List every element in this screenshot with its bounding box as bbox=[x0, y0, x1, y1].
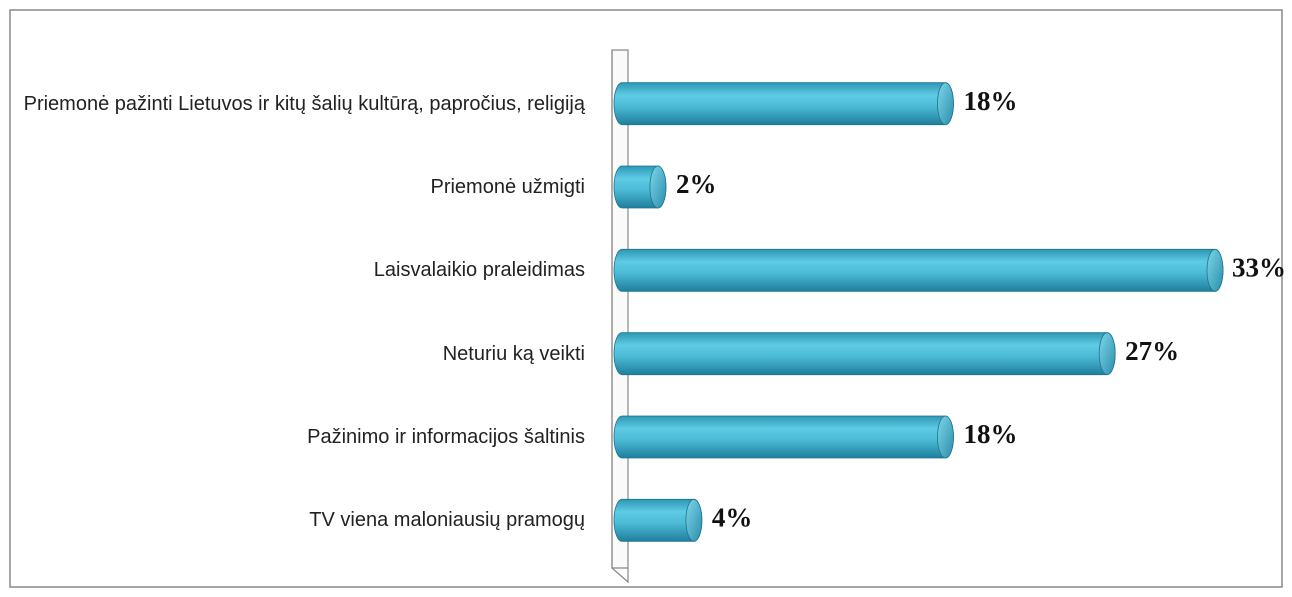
bar bbox=[613, 498, 703, 542]
value-label: 18% bbox=[963, 86, 1017, 116]
bar-cap bbox=[1206, 248, 1224, 292]
bar-body bbox=[613, 82, 954, 126]
bar-cap bbox=[685, 498, 703, 542]
category-label: Priemonė užmigti bbox=[430, 176, 585, 198]
value-label: 27% bbox=[1125, 336, 1179, 366]
value-label: 33% bbox=[1232, 253, 1286, 283]
bar bbox=[613, 415, 954, 459]
bar bbox=[613, 165, 667, 209]
category-label: Neturiu ką veikti bbox=[442, 342, 585, 365]
category-label: TV viena maloniausių pramogų bbox=[309, 509, 585, 532]
category-label: Laisvalaikio praleidimas bbox=[373, 259, 585, 282]
bar-cap bbox=[937, 82, 954, 126]
bar-cap bbox=[649, 165, 667, 209]
bar bbox=[613, 248, 1224, 292]
bar-body bbox=[613, 415, 954, 459]
bar-cap bbox=[1098, 332, 1116, 376]
bar bbox=[613, 82, 954, 126]
axis-wall-edge bbox=[611, 50, 629, 584]
category-label: Priemonė pažinti Lietuvos ir kitų šalių … bbox=[23, 92, 585, 115]
bar-body bbox=[613, 248, 1224, 292]
value-label: 4% bbox=[712, 503, 753, 533]
category-label: Pažinimo ir informacijos šaltinis bbox=[307, 426, 585, 448]
bar bbox=[613, 332, 1116, 376]
bar-body bbox=[613, 332, 1116, 376]
value-label: 18% bbox=[963, 419, 1017, 449]
value-label: 2% bbox=[676, 169, 717, 199]
axis-wall bbox=[611, 49, 629, 569]
bar-cap bbox=[937, 415, 954, 459]
frame bbox=[9, 9, 1283, 588]
